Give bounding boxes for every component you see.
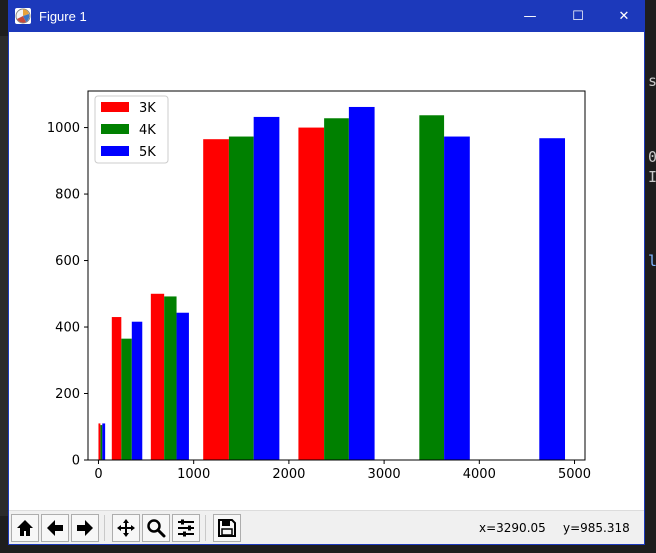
bar-4k-5: [419, 115, 445, 461]
bar-4k-2: [164, 296, 177, 460]
y-tick-label: 1000: [47, 121, 80, 136]
x-axis: 0 1000 2000 3000 4000 5000: [94, 460, 591, 482]
bar-5k-0: [102, 423, 106, 460]
x-tick-label: 5000: [558, 467, 591, 482]
bar-5k-4: [348, 106, 375, 461]
forward-arrow-icon: [77, 520, 93, 536]
background-code-glyph: l: [648, 252, 656, 270]
y-axis: 0 200 400 600 800 1000: [47, 121, 88, 469]
bar-4k-1: [121, 338, 132, 460]
bar-4k-4: [324, 118, 349, 460]
sliders-icon: [178, 519, 194, 537]
legend-swatch-3k: [101, 102, 129, 112]
bar-3k-0: [98, 423, 101, 460]
matplotlib-app-icon: [15, 8, 31, 24]
figure-window: Figure 1 — ☐ ✕ 0 1000 2000 3000 4000 5000 0 20…: [8, 0, 645, 545]
bar-5k-3: [253, 116, 280, 461]
legend-label-5k: 5K: [139, 145, 156, 160]
bar-5k-1: [131, 321, 143, 460]
y-tick-label: 400: [55, 321, 80, 336]
bar-4k-0: [100, 425, 103, 460]
pan-button[interactable]: [112, 514, 140, 542]
bar-chart[interactable]: 0 1000 2000 3000 4000 5000 02004006008001000 …: [9, 32, 644, 510]
figure-canvas[interactable]: 0 1000 2000 3000 4000 5000 0 200 400 600 800 1000 …: [9, 32, 644, 510]
save-button[interactable]: [213, 514, 241, 542]
bar-3k-2: [150, 293, 165, 460]
background-code-glyph: I: [648, 168, 656, 186]
home-icon: [17, 520, 33, 536]
legend-label-3k: 3K: [139, 101, 156, 116]
back-arrow-icon: [47, 520, 63, 536]
background-code-glyph: s: [648, 72, 656, 90]
bar-5k-2: [176, 312, 189, 460]
bar-4k-3: [228, 136, 254, 460]
navigation-toolbar: x=3290.05 y=985.318: [9, 510, 644, 544]
y-tick-label: 600: [55, 254, 80, 269]
x-tick-label: 4000: [463, 467, 496, 482]
home-button[interactable]: [11, 514, 39, 542]
legend: 3K 4K 5K: [94, 95, 169, 164]
floppy-icon: [218, 519, 236, 537]
axes-frame: [87, 90, 586, 461]
cursor-x-readout: x=3290.05: [479, 521, 546, 535]
y-tick-label: 200: [55, 387, 80, 402]
x-tick-label: 3000: [368, 467, 401, 482]
toolbar-separator: [104, 515, 105, 541]
x-tick-label: 1000: [177, 467, 210, 482]
title-bar[interactable]: Figure 1 — ☐ ✕: [9, 1, 644, 32]
configure-subplots-button[interactable]: [172, 514, 200, 542]
x-tick-label: 0: [94, 467, 102, 482]
legend-swatch-5k: [101, 146, 129, 156]
back-button[interactable]: [41, 514, 69, 542]
background-code-glyph: 0: [648, 148, 656, 166]
close-button[interactable]: ✕: [618, 9, 630, 24]
bar-5k-5: [444, 136, 470, 460]
toolbar-separator: [205, 515, 206, 541]
legend-swatch-4k: [101, 124, 129, 134]
forward-button[interactable]: [71, 514, 99, 542]
bar-3k-3: [203, 139, 229, 460]
bars-layer: [98, 106, 566, 461]
magnifier-icon: [147, 519, 166, 538]
window-title: Figure 1: [39, 9, 87, 24]
y-tick-label: 0: [72, 454, 80, 469]
y-tick-label: 800: [55, 188, 80, 203]
cursor-y-readout: y=985.318: [563, 521, 630, 535]
zoom-button[interactable]: [142, 514, 170, 542]
bar-5k-6: [539, 138, 566, 460]
maximize-button[interactable]: ☐: [572, 9, 584, 24]
bar-3k-4: [298, 127, 325, 460]
legend-label-4k: 4K: [139, 123, 156, 138]
background-editor-gutter: [0, 36, 8, 516]
bar-3k-1: [111, 317, 122, 460]
x-tick-label: 2000: [272, 467, 305, 482]
minimize-button[interactable]: —: [523, 9, 537, 24]
move-icon: [117, 519, 135, 537]
